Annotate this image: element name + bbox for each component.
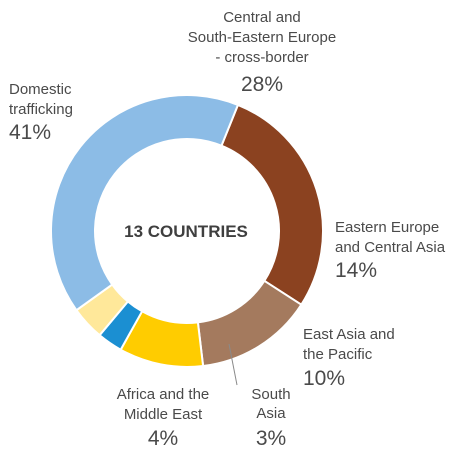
slice-value-0: 28%	[241, 73, 283, 96]
slice-label-line: Domestic	[9, 81, 72, 98]
slice-value-5: 41%	[9, 121, 51, 144]
slice-value-2: 10%	[303, 367, 345, 390]
slice-label-line: South-Eastern Europe	[188, 29, 336, 46]
slice-5	[50, 94, 240, 312]
slice-label-line: Asia	[256, 405, 286, 422]
slice-label-0: Central and South-Eastern Europe - cross-b…	[188, 9, 336, 66]
slice-value-1: 14%	[335, 259, 377, 282]
slice-label-line: Middle East	[124, 406, 203, 423]
slice-label-line: Eastern Europe	[335, 219, 439, 236]
slice-label-1: Eastern Europe and Central Asia	[335, 219, 446, 256]
slice-value-4: 4%	[148, 427, 178, 450]
slice-label-3: South Asia	[251, 386, 290, 422]
slice-value-3: 3%	[256, 427, 286, 450]
slice-label-5: Domestic trafficking	[9, 81, 73, 118]
slice-label-line: and Central Asia	[335, 239, 446, 256]
slice-label-4: Africa and the Middle East	[117, 386, 210, 423]
slice-label-line: Central and	[223, 9, 301, 26]
leader-line-3	[228, 343, 238, 386]
leader-lines	[228, 343, 238, 386]
slice-1	[196, 279, 303, 368]
slice-label-line: trafficking	[9, 101, 73, 118]
slice-label-line: South	[251, 386, 290, 403]
slice-label-2: East Asia and the Pacific	[303, 326, 395, 363]
slice-0	[220, 103, 324, 307]
donut-slices	[50, 94, 324, 368]
slice-labels: Central and South-Eastern Europe - cross-b…	[9, 9, 446, 450]
slice-label-line: - cross-border	[215, 49, 308, 66]
slice-label-line: East Asia and	[303, 326, 395, 343]
slice-label-line: the Pacific	[303, 346, 373, 363]
center-label: 13 COUNTRIES	[124, 222, 248, 241]
slice-label-line: Africa and the	[117, 386, 210, 403]
